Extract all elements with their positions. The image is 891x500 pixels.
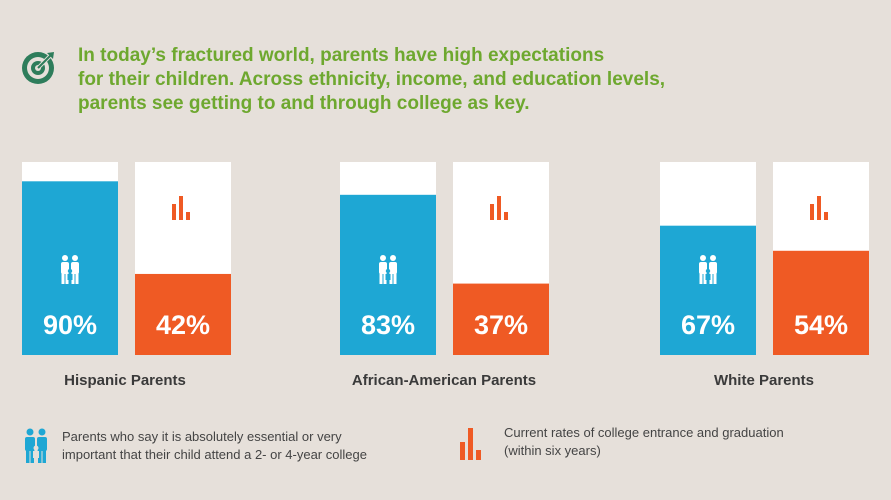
bar	[660, 225, 756, 355]
bar	[135, 273, 231, 355]
legend-line: Parents who say it is absolutely essenti…	[62, 429, 342, 444]
legend-line: Current rates of college entrance and gr…	[504, 425, 784, 440]
bar	[773, 250, 869, 355]
legend-line: (within six years)	[504, 443, 601, 458]
target-icon	[22, 52, 54, 84]
value-label: 67%	[681, 310, 735, 340]
bar-chart-icon	[460, 428, 481, 460]
category-label-white: White Parents	[713, 372, 815, 389]
legend-line: important that their child attend a 2- o…	[62, 447, 367, 462]
headline-line: for their children. Across ethnicity, in…	[78, 69, 666, 90]
value-label: 37%	[474, 310, 528, 340]
family-icon	[379, 255, 397, 284]
family-icon	[61, 255, 79, 284]
headline-line: parents see getting to and through colle…	[78, 93, 530, 114]
bar-chart-icon	[172, 196, 190, 220]
value-label: 90%	[43, 310, 97, 340]
category-label-african-american: African-American Parents	[351, 372, 537, 389]
value-label: 42%	[156, 310, 210, 340]
bar-chart-icon	[810, 196, 828, 220]
family-icon	[699, 255, 717, 284]
headline: In today’s fractured world, parents have…	[78, 44, 858, 116]
legend-rates-text: Current rates of college entrance and gr…	[504, 424, 874, 460]
headline-line: In today’s fractured world, parents have…	[78, 45, 605, 66]
bar	[22, 181, 118, 355]
category-label-hispanic: Hispanic Parents	[64, 372, 186, 389]
value-label: 54%	[794, 310, 848, 340]
bar-chart-icon	[490, 196, 508, 220]
family-icon	[25, 428, 47, 463]
value-label: 83%	[361, 310, 415, 340]
bar	[453, 283, 549, 355]
legend-expectations-text: Parents who say it is absolutely essenti…	[62, 428, 442, 464]
